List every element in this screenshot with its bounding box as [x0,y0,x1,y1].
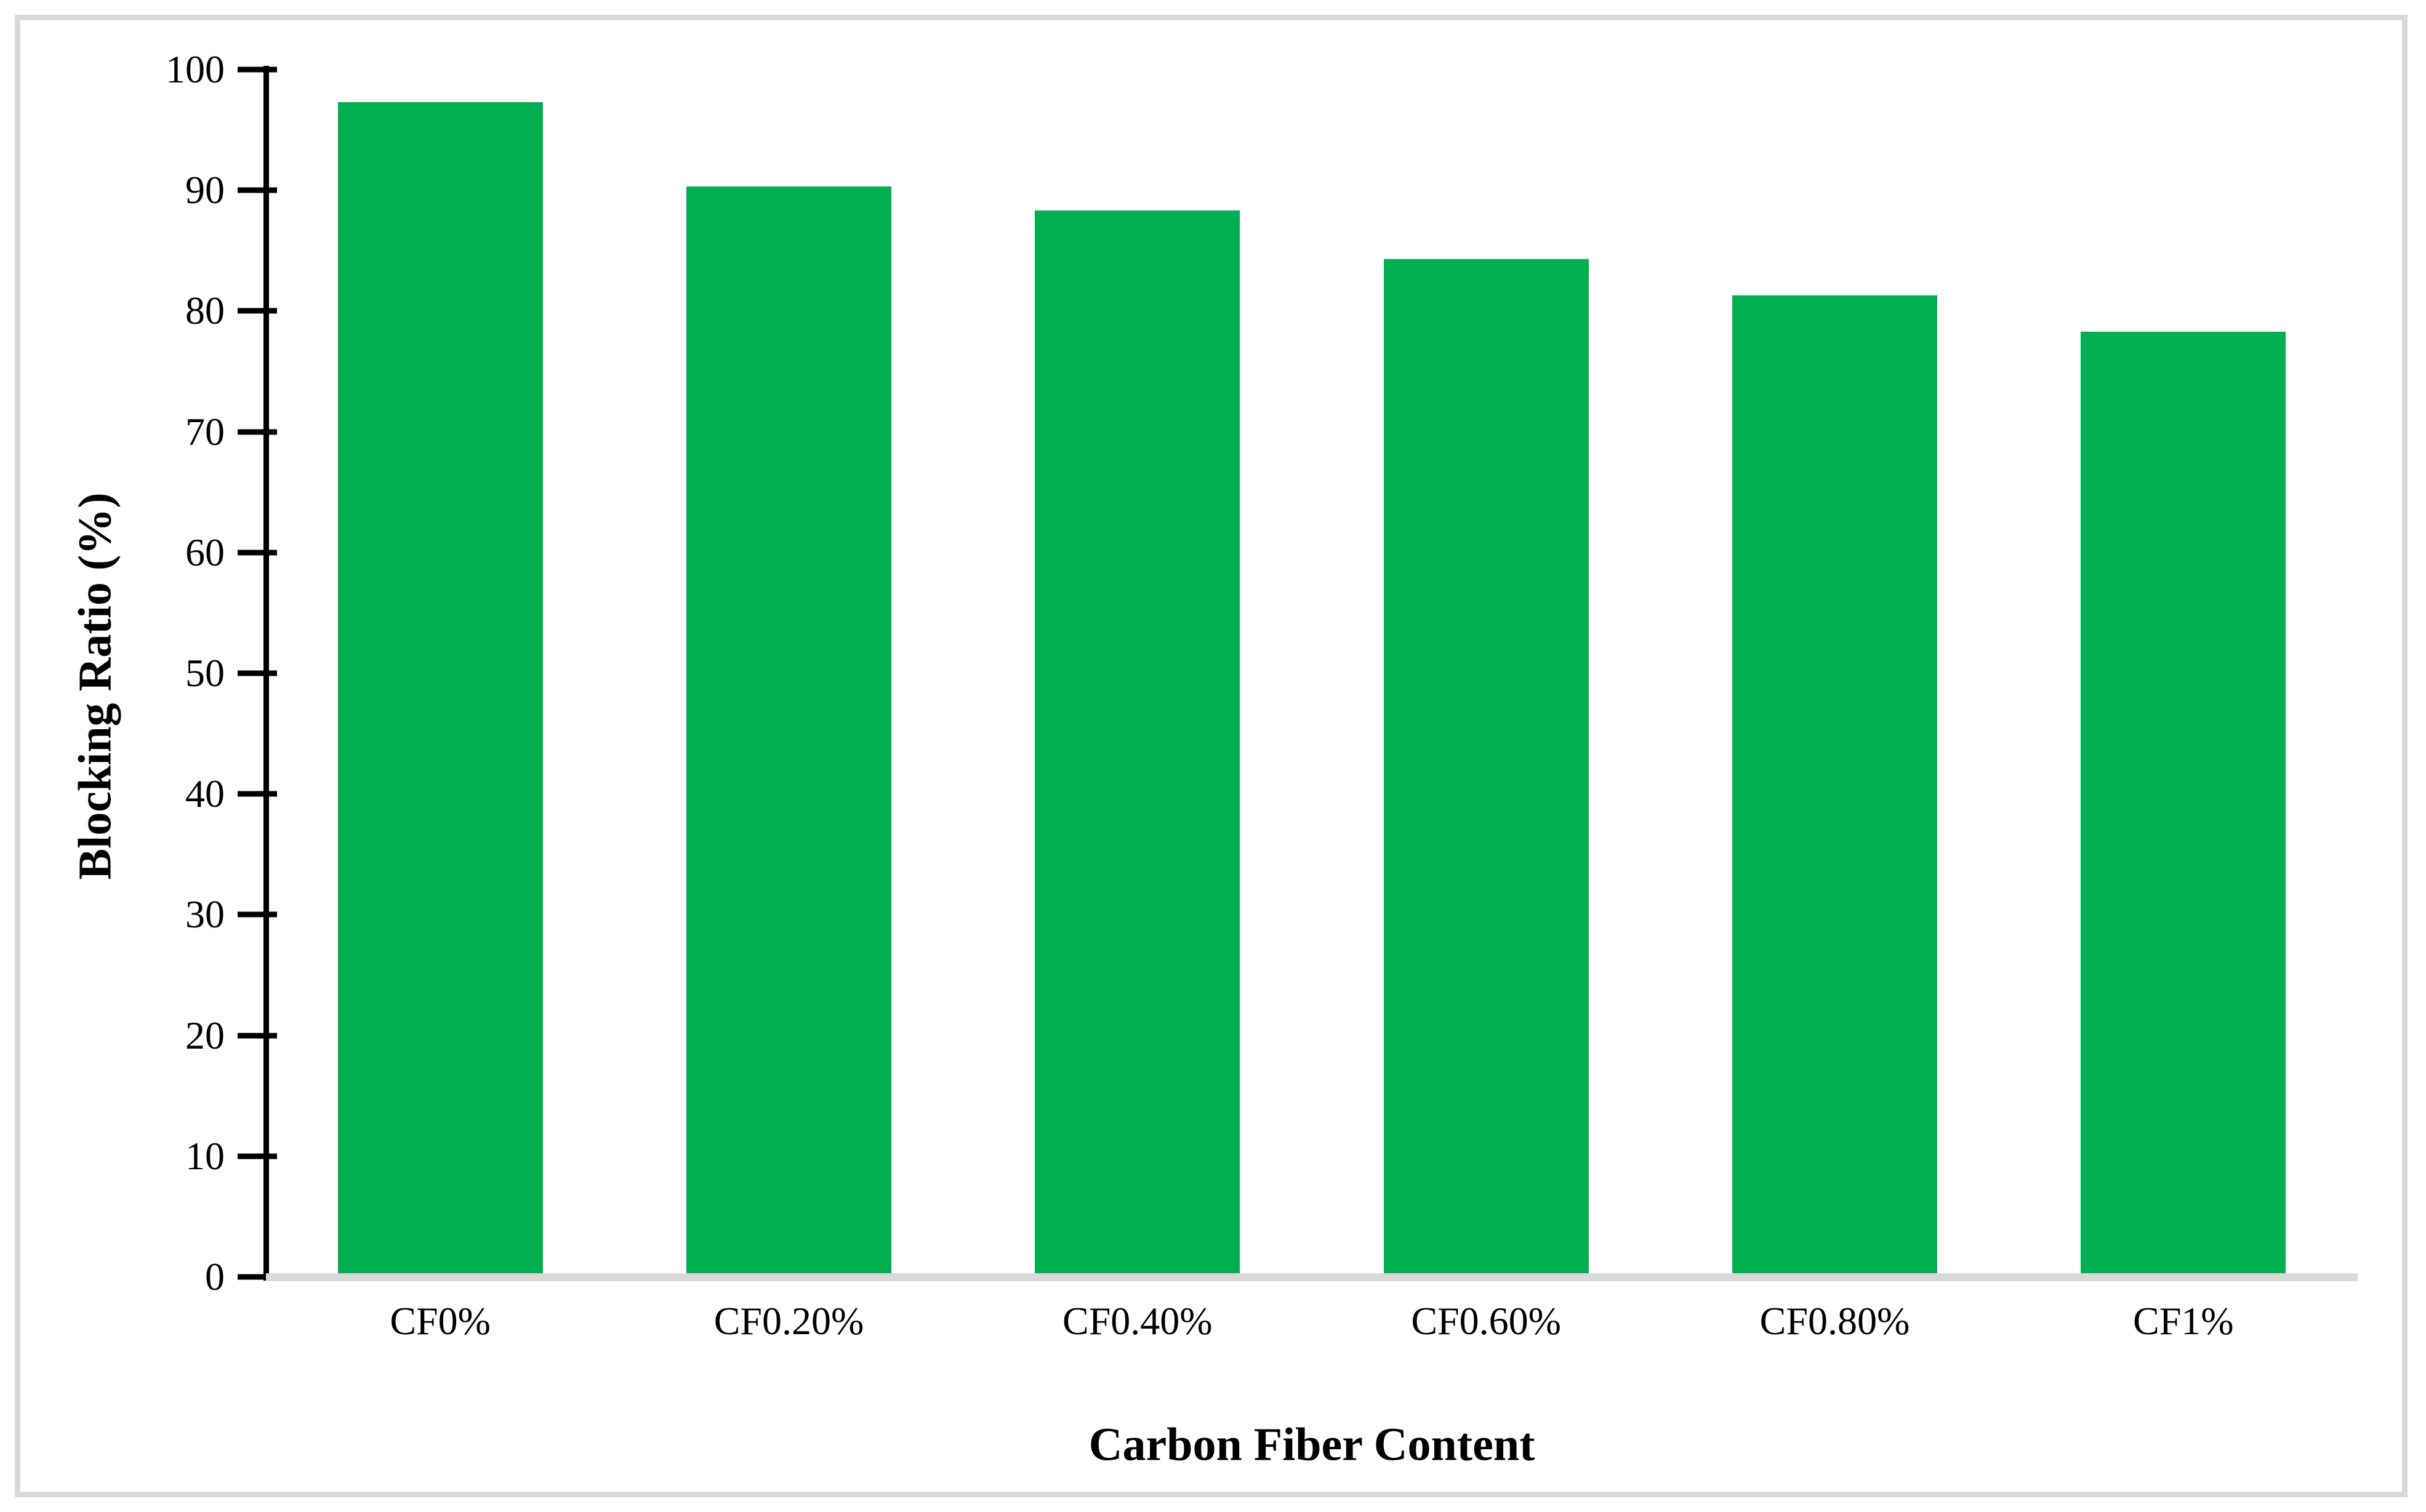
y-tick-label: 0 [205,1255,225,1298]
y-tick-label: 30 [185,892,225,937]
y-tick-label: 20 [185,1013,225,1057]
bar [2081,332,2286,1273]
bar [1035,210,1240,1273]
bar [686,186,891,1273]
y-tick-mark [238,791,277,797]
y-tick-mark [238,66,277,73]
y-tick-mark [238,308,277,314]
y-tick-label: 10 [185,1134,225,1178]
x-tick-label: CF0.40% [1062,1299,1213,1343]
y-tick-mark [238,1274,277,1280]
x-axis-tick-labels: CF0% CF0.20% CF0.40% CF0.60% CF0.80% CF1% [266,1298,2358,1344]
bar [1732,295,1937,1273]
y-tick-label: 40 [185,772,225,816]
y-tick-label: 80 [185,289,225,333]
y-tick-mark [238,911,277,918]
y-tick-mark [238,1153,277,1159]
x-tick-label: CF0.20% [713,1299,864,1343]
y-axis-tick-labels: 0 10 20 30 40 50 60 70 80 90 100 [0,0,225,1512]
x-axis-title: Carbon Fiber Content [1088,1418,1535,1471]
y-tick-label: 70 [185,409,225,454]
x-tick-label: CF1% [2133,1299,2234,1343]
y-tick-mark [238,187,277,193]
y-tick-mark [238,670,277,676]
x-tick-label: CF0.80% [1759,1299,1910,1343]
x-tick-label: CF0% [390,1299,491,1343]
y-tick-label: 60 [185,530,225,574]
y-tick-label: 50 [185,651,225,695]
y-tick-label: 100 [166,47,225,91]
bars-plot-area [266,70,2358,1273]
y-tick-label: 90 [185,168,225,212]
y-tick-mark [238,429,277,435]
x-tick-label: CF0.60% [1411,1299,1561,1343]
y-tick-mark [238,550,277,556]
x-axis-baseline [266,1273,2358,1281]
y-tick-mark [238,1033,277,1039]
bar [1383,259,1589,1273]
bar [337,102,543,1273]
